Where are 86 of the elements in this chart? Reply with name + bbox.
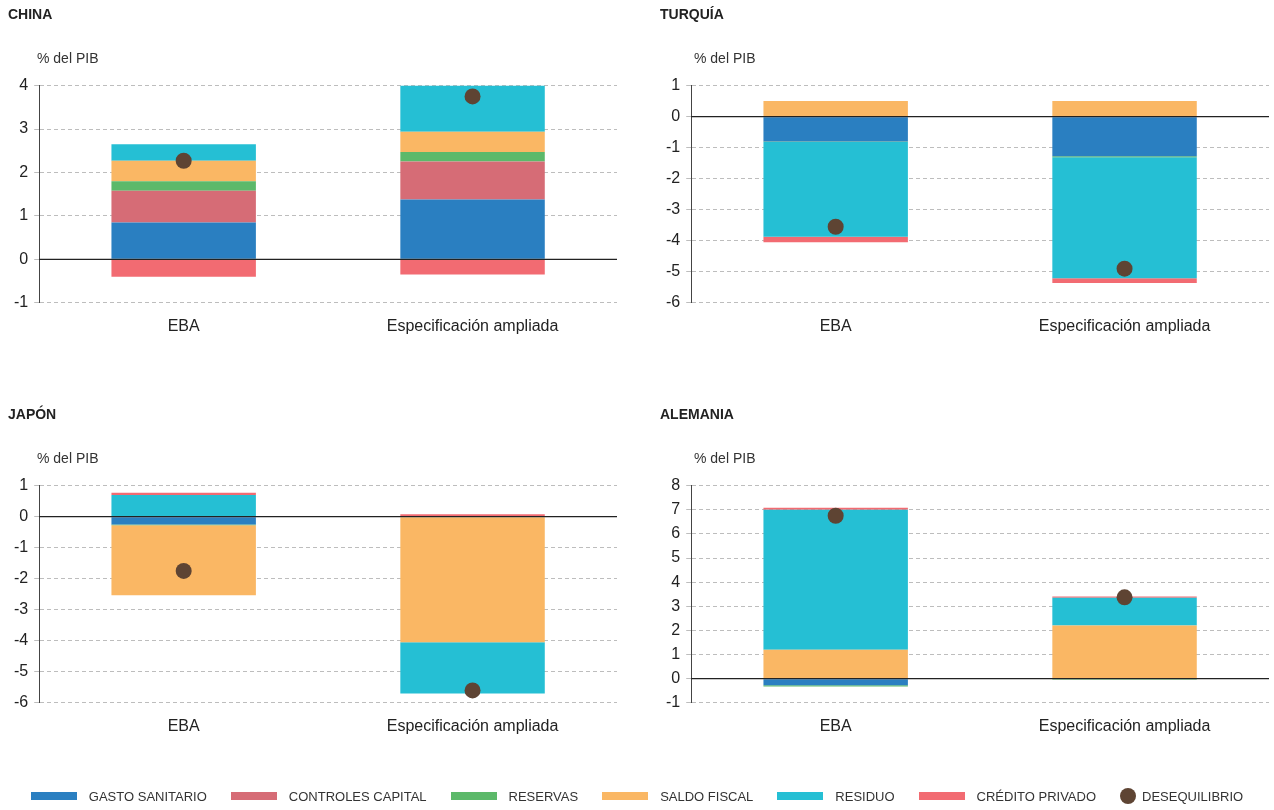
y-tick-label: 0 xyxy=(671,107,681,125)
x-tick-label: Especificación ampliada xyxy=(1038,716,1211,734)
y-tick-label: 2 xyxy=(671,620,681,638)
bar xyxy=(763,101,908,117)
legend-label: RESIDUO xyxy=(835,788,895,804)
y-tick-label: 2 xyxy=(19,162,29,180)
chart-title: CHINA xyxy=(8,6,53,22)
y-axis-title: % del PIB xyxy=(37,450,99,466)
bar xyxy=(1052,278,1197,283)
y-tick-label: -2 xyxy=(665,169,681,187)
y-tick-label: -5 xyxy=(665,262,681,280)
y-tick-label: 1 xyxy=(671,644,681,662)
y-axis-title: % del PIB xyxy=(37,50,99,66)
bar xyxy=(111,181,256,191)
y-tick-label: 0 xyxy=(19,507,29,525)
y-tick-label: -6 xyxy=(665,293,681,311)
y-tick-label: -6 xyxy=(13,693,29,711)
bar xyxy=(1052,117,1197,157)
y-tick-label: 0 xyxy=(19,249,29,267)
chart-title: ALEMANIA xyxy=(660,406,734,422)
bar xyxy=(111,492,256,495)
legend-label: RESERVAS xyxy=(508,788,579,804)
x-tick-label: EBA xyxy=(819,316,853,334)
x-tick-label: Especificación ampliada xyxy=(1038,316,1211,334)
bar xyxy=(1052,157,1197,279)
bar xyxy=(763,679,908,686)
chart-title: TURQUÍA xyxy=(660,6,724,22)
bar xyxy=(400,199,545,259)
y-axis-title: % del PIB xyxy=(694,450,756,466)
y-axis-title: % del PIB xyxy=(694,50,756,66)
legend-label: CRÉDITO PRIVADO xyxy=(976,788,1097,804)
y-tick-label: 3 xyxy=(19,119,29,137)
bar xyxy=(111,160,256,182)
y-tick-label: 4 xyxy=(671,572,681,590)
bar xyxy=(111,517,256,525)
y-tick-label: 3 xyxy=(671,596,681,614)
bar xyxy=(400,152,545,162)
y-tick-label: 1 xyxy=(19,476,29,494)
bar xyxy=(763,117,908,142)
x-tick-label: EBA xyxy=(167,316,201,334)
bar xyxy=(400,259,545,275)
y-tick-label: 7 xyxy=(671,500,681,518)
y-tick-label: 8 xyxy=(671,476,681,494)
bar xyxy=(400,642,545,694)
y-tick-label: 5 xyxy=(671,548,681,566)
legend-label: DESEQUILIBRIO xyxy=(1142,788,1244,804)
x-tick-label: EBA xyxy=(819,716,853,734)
y-tick-label: 1 xyxy=(19,206,29,224)
y-tick-label: 6 xyxy=(671,524,681,542)
bar xyxy=(400,517,545,643)
y-tick-label: 0 xyxy=(671,669,681,687)
y-tick-label: -1 xyxy=(13,293,29,311)
bar xyxy=(111,222,256,259)
x-tick-label: Especificación ampliada xyxy=(386,716,559,734)
bar xyxy=(400,131,545,153)
bar xyxy=(1052,597,1197,626)
legend-label: SALDO FISCAL xyxy=(660,788,754,804)
bar xyxy=(763,649,908,679)
bar xyxy=(111,525,256,596)
bar xyxy=(111,190,256,223)
bar xyxy=(111,494,256,517)
bar xyxy=(111,144,256,161)
y-tick-label: 4 xyxy=(19,76,29,94)
y-tick-label: -3 xyxy=(13,600,29,618)
y-tick-label: 1 xyxy=(671,76,681,94)
y-tick-label: -3 xyxy=(665,200,681,218)
legend-label: GASTO SANITARIO xyxy=(88,788,207,804)
bar xyxy=(400,85,545,132)
y-tick-label: -2 xyxy=(13,569,29,587)
bar xyxy=(763,509,908,650)
bar xyxy=(1052,101,1197,117)
x-tick-label: EBA xyxy=(167,716,201,734)
bar xyxy=(763,142,908,237)
x-tick-label: Especificación ampliada xyxy=(386,316,559,334)
y-tick-label: -4 xyxy=(13,631,29,649)
bar xyxy=(400,161,545,200)
bar xyxy=(763,236,908,243)
y-tick-label: -4 xyxy=(665,231,681,249)
y-tick-label: -1 xyxy=(665,693,681,711)
y-tick-label: -5 xyxy=(13,662,29,680)
chart-title: JAPÓN xyxy=(8,406,57,422)
bar xyxy=(111,259,256,277)
y-tick-label: -1 xyxy=(13,538,29,556)
bar xyxy=(1052,625,1197,679)
y-tick-label: -1 xyxy=(665,138,681,156)
legend-label: CONTROLES CAPITAL xyxy=(288,788,427,804)
